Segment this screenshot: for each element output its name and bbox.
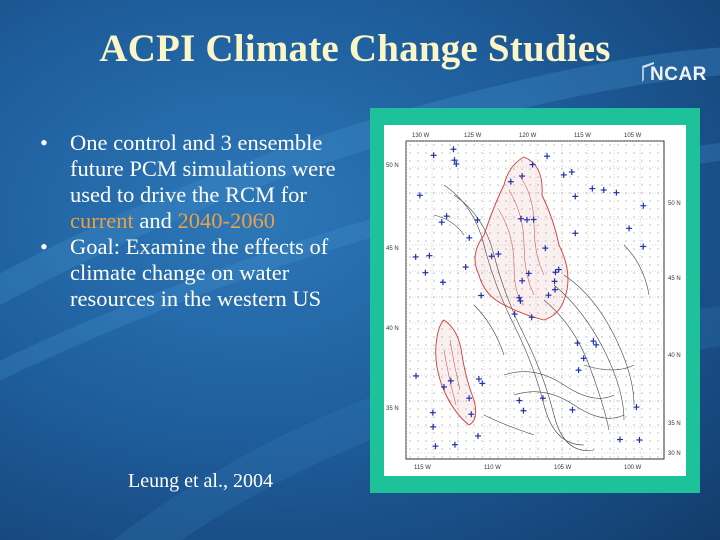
black-contours xyxy=(433,184,650,451)
slide-title: ACPI Climate Change Studies xyxy=(99,27,611,70)
top-label: 130 W xyxy=(412,133,430,139)
right-label: 30 N xyxy=(668,451,681,457)
bullet-1-text: One control and 3 ensemble future PCM si… xyxy=(70,130,336,207)
plus-markers xyxy=(412,146,647,450)
bullet-item-2: • Goal: Examine the effects of climate c… xyxy=(40,234,350,312)
top-label: 125 W xyxy=(464,133,482,139)
bullet-item-1: • One control and 3 ensemble future PCM … xyxy=(40,130,350,234)
axis-labels: 130 W 125 W 120 W 115 W 105 W 50 N 45 N … xyxy=(386,133,681,471)
left-label: 35 N xyxy=(386,406,399,412)
bottom-label: 105 W xyxy=(554,465,572,471)
bottom-label: 115 W xyxy=(414,465,431,471)
bullet-1-current: current xyxy=(70,208,134,233)
red-contour-regions xyxy=(435,156,569,426)
bullet-1-and: and xyxy=(133,208,178,233)
bullet-2-text: Goal: Examine the effects of climate cha… xyxy=(70,234,329,311)
bullet-dot-icon: • xyxy=(40,130,48,155)
map-figure-frame: 130 W 125 W 120 W 115 W 105 W 50 N 45 N … xyxy=(370,108,700,493)
left-label: 50 N xyxy=(386,163,399,169)
bullet-1-period: 2040-2060 xyxy=(177,208,275,233)
map-figure: 130 W 125 W 120 W 115 W 105 W 50 N 45 N … xyxy=(384,125,686,476)
bullet-dot-icon: • xyxy=(40,234,48,259)
top-label: 120 W xyxy=(519,133,537,139)
left-label: 45 N xyxy=(386,246,399,252)
bullet-list: • One control and 3 ensemble future PCM … xyxy=(40,130,350,312)
map-border xyxy=(405,140,665,460)
ncar-logo xyxy=(642,62,654,82)
ncar-logo-text: NCAR xyxy=(650,64,707,85)
map-grid-dots xyxy=(409,144,659,458)
bottom-label: 110 W xyxy=(484,465,501,471)
map-gridlines xyxy=(405,140,664,459)
right-label: 50 N xyxy=(668,201,681,207)
right-label: 45 N xyxy=(668,276,681,282)
right-label: 35 N xyxy=(668,421,681,427)
bottom-label: 100 W xyxy=(624,465,642,471)
right-label: 40 N xyxy=(668,353,681,359)
top-label: 105 W xyxy=(624,133,642,139)
left-label: 40 N xyxy=(386,326,399,332)
contour-map: 130 W 125 W 120 W 115 W 105 W 50 N 45 N … xyxy=(386,133,681,471)
citation: Leung et al., 2004 xyxy=(128,470,273,492)
top-label: 115 W xyxy=(574,133,591,139)
